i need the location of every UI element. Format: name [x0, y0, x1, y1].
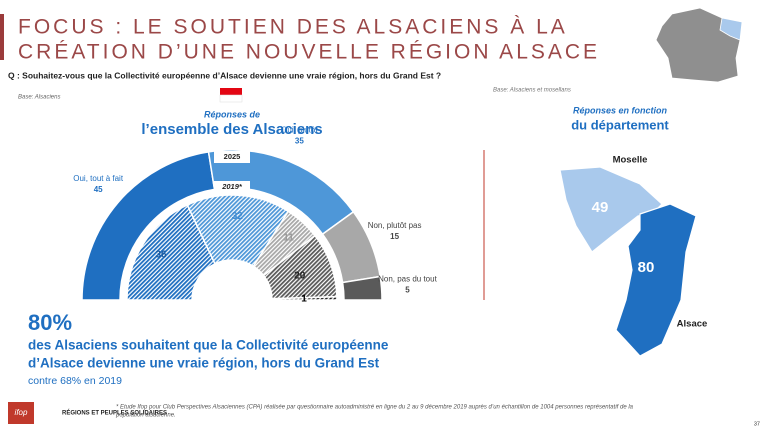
- title: FOCUS : LE SOUTIEN DES ALSACIENS À LA: [18, 16, 568, 39]
- question: Q : Souhaitez-vous que la Collectivité e…: [8, 70, 441, 80]
- year-box: [214, 151, 250, 163]
- category-label: Non, pas du tout: [378, 274, 437, 283]
- chart-title: l’ensemble des Alsaciens: [141, 121, 322, 138]
- category-label: Oui, plutôt: [281, 126, 318, 135]
- chart-subtitle: Réponses en fonction: [573, 105, 668, 115]
- category-label: Oui, tout à fait: [73, 174, 124, 183]
- base-note: Base: Alsaciens: [18, 95, 60, 101]
- flag: [220, 88, 242, 95]
- ring-label: 2019*: [221, 182, 243, 191]
- value-label: 32: [232, 211, 244, 222]
- base-note: Base: Alsaciens et mosellans: [493, 88, 571, 94]
- page-number: 37: [754, 421, 760, 427]
- region-label: Alsace: [677, 319, 708, 330]
- highlight-figure: 80%: [28, 310, 72, 335]
- logo: ifop: [15, 408, 28, 417]
- arc-segment: [126, 203, 216, 301]
- value-label: 45: [94, 185, 103, 194]
- chart-subtitle: Réponses de: [204, 109, 260, 119]
- value-label: 15: [390, 232, 399, 241]
- value-label: 20: [294, 270, 306, 281]
- year-box: [214, 181, 250, 193]
- highlight-comparison: contre 68% en 2019: [28, 375, 122, 387]
- flag: [219, 94, 243, 103]
- logo-box: [8, 402, 34, 424]
- title: CRÉATION D’UNE NOUVELLE RÉGION ALSACE: [18, 41, 600, 64]
- value-label: 36: [156, 250, 168, 261]
- value-label: 11: [283, 233, 294, 244]
- arc-segment: [271, 295, 338, 301]
- region: [615, 203, 697, 357]
- arc-segment: [186, 194, 290, 268]
- value-label: 5: [405, 285, 410, 294]
- highlight-text: d’Alsace devienne une vraie région, hors…: [28, 356, 380, 371]
- region-value: 80: [638, 259, 655, 276]
- value-label: 35: [295, 137, 304, 146]
- highlight-text: des Alsaciens souhaitent que la Collecti…: [28, 338, 389, 353]
- france-map-region: [719, 17, 743, 41]
- footnote: population alsacienne.: [115, 413, 176, 419]
- region-label: Moselle: [613, 155, 648, 166]
- title-bar: [0, 14, 4, 60]
- chart-title: du département: [571, 117, 669, 132]
- value-label: 1: [301, 294, 307, 305]
- ring-label: 2025: [224, 152, 241, 161]
- footnote: * Etude Ifop pour Club Perspectives Alsa…: [116, 405, 634, 411]
- category-label: Non, plutôt pas: [368, 221, 422, 230]
- logo: RÉGIONS ET PEUPLES SOLIDAIRES: [62, 409, 167, 417]
- region: [559, 166, 663, 253]
- region-value: 49: [592, 199, 609, 216]
- arc-segment: [341, 275, 383, 301]
